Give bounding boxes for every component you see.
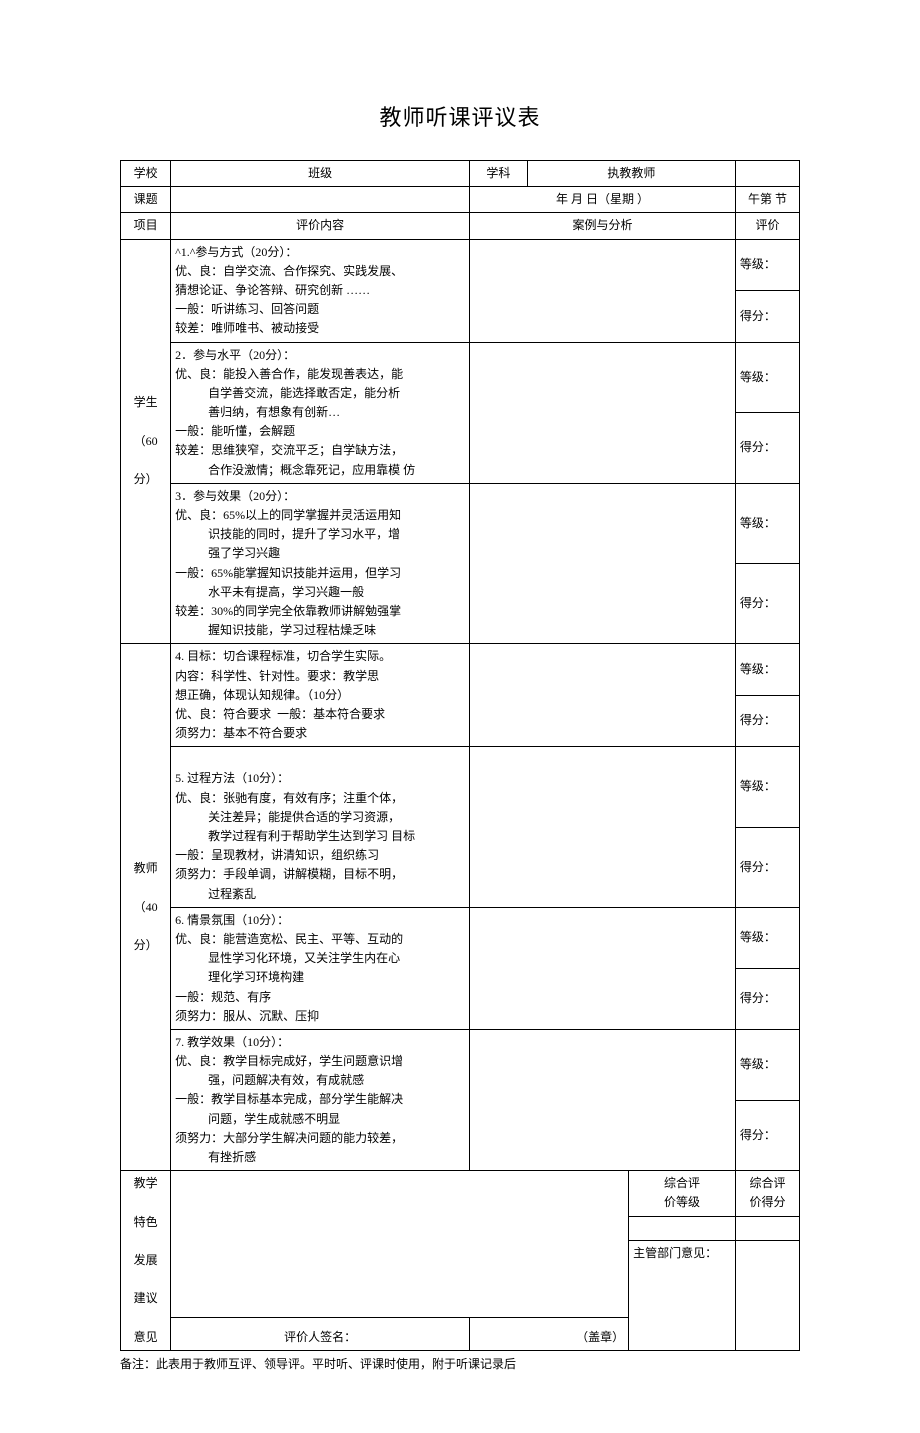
teacher-grade-2: 等级： xyxy=(735,747,799,827)
label-topic: 课题 xyxy=(121,187,171,213)
dept-blank xyxy=(735,1240,799,1350)
student-score-1: 得分： xyxy=(735,291,799,342)
student-score-3: 得分： xyxy=(735,564,799,644)
student-grade-2: 等级： xyxy=(735,342,799,413)
student-row-2a: 2．参与水平（20分）： 优、良：能投入善合作，能发现善表达，能 自学善交流，能… xyxy=(121,342,800,413)
overall-score-value xyxy=(735,1216,799,1240)
feature-content xyxy=(171,1171,629,1318)
teacher-grade-3: 等级： xyxy=(735,907,799,968)
label-item: 项目 xyxy=(121,213,171,239)
student-row-1a: 学生 （60 分） ^1.^参与方式（20分）： 优、良：自学交流、合作探究、实… xyxy=(121,239,800,290)
teacher-grade-4: 等级： xyxy=(735,1029,799,1100)
teacher-score-1: 得分： xyxy=(735,695,799,746)
teacher-row-1a: 教师 （40 分） 4. 目标：切合课程标准，切合学生实际。 内容：科学性、针对… xyxy=(121,644,800,695)
teacher-score-3: 得分： xyxy=(735,968,799,1029)
student-grade-3: 等级： xyxy=(735,483,799,563)
label-school: 学校 xyxy=(121,161,171,187)
header-row-3: 项目 评价内容 案例与分析 评价 xyxy=(121,213,800,239)
label-analysis: 案例与分析 xyxy=(470,213,736,239)
evaluation-table: 学校 班级 学科 执教教师 课题 年 月 日（星期 ） 午第 节 项目 评价内容… xyxy=(120,160,800,1351)
topic-blank xyxy=(171,187,470,213)
teacher-grade-1: 等级： xyxy=(735,644,799,695)
student-score-2: 得分： xyxy=(735,413,799,484)
teacher-score-2: 得分： xyxy=(735,827,799,907)
label-teacher: 执教教师 xyxy=(527,161,735,187)
feature-label: 教学 特色 发展 建议 意见 xyxy=(121,1171,171,1351)
footnote: 备注：此表用于教师互评、领导评。平时听、评课时使用，附于听课记录后 xyxy=(120,1355,800,1373)
student-analysis-3 xyxy=(470,483,736,644)
teacher-analysis-1 xyxy=(470,644,736,747)
overall-score-label: 综合评 价得分 xyxy=(735,1171,799,1216)
header-row-1: 学校 班级 学科 执教教师 xyxy=(121,161,800,187)
label-evaluation: 评价 xyxy=(735,213,799,239)
page-title: 教师听课评议表 xyxy=(120,100,800,132)
teacher-blank xyxy=(735,161,799,187)
stamp-label: （盖章） xyxy=(470,1317,629,1350)
dept-opinion: 主管部门意见： xyxy=(629,1240,736,1350)
teacher-content-2: 5. 过程方法（10分）： 优、良：张驰有度，有效有序；注重个体， 关注差异；能… xyxy=(171,747,470,908)
overall-grade-label: 综合评 价等级 xyxy=(629,1171,736,1216)
student-analysis-1 xyxy=(470,239,736,342)
signature-label: 评价人签名： xyxy=(171,1317,470,1350)
student-content-2: 2．参与水平（20分）： 优、良：能投入善合作，能发现善表达，能 自学善交流，能… xyxy=(171,342,470,483)
label-content: 评价内容 xyxy=(171,213,470,239)
overall-grade-value xyxy=(629,1216,736,1240)
teacher-content-3: 6. 情景氛围（10分）： 优、良：能营造宽松、民主、平等、互动的 显性学习化环… xyxy=(171,907,470,1029)
teacher-content-4: 7. 教学效果（10分）： 优、良：教学目标完成好，学生问题意识增 强，问题解决… xyxy=(171,1029,470,1170)
student-label: 学生 （60 分） xyxy=(121,239,171,644)
label-period: 午第 节 xyxy=(735,187,799,213)
teacher-row-4a: 7. 教学效果（10分）： 优、良：教学目标完成好，学生问题意识增 强，问题解决… xyxy=(121,1029,800,1100)
header-row-2: 课题 年 月 日（星期 ） 午第 节 xyxy=(121,187,800,213)
teacher-score-4: 得分： xyxy=(735,1100,799,1171)
label-date: 年 月 日（星期 ） xyxy=(470,187,736,213)
student-analysis-2 xyxy=(470,342,736,483)
teacher-analysis-4 xyxy=(470,1029,736,1170)
teacher-content-1: 4. 目标：切合课程标准，切合学生实际。 内容：科学性、针对性。要求：教学思 想… xyxy=(171,644,470,747)
student-content-3: 3．参与效果（20分）： 优、良：65%以上的同学掌握并灵活运用知 识技能的同时… xyxy=(171,483,470,644)
teacher-analysis-3 xyxy=(470,907,736,1029)
student-row-3a: 3．参与效果（20分）： 优、良：65%以上的同学掌握并灵活运用知 识技能的同时… xyxy=(121,483,800,563)
teacher-row-3a: 6. 情景氛围（10分）： 优、良：能营造宽松、民主、平等、互动的 显性学习化环… xyxy=(121,907,800,968)
footer-row-1: 教学 特色 发展 建议 意见 综合评 价等级 综合评 价得分 xyxy=(121,1171,800,1216)
teacher-analysis-2 xyxy=(470,747,736,908)
student-grade-1: 等级： xyxy=(735,239,799,290)
student-content-1: ^1.^参与方式（20分）： 优、良：自学交流、合作探究、实践发展、 猜想论证、… xyxy=(171,239,470,342)
teacher-label: 教师 （40 分） xyxy=(121,644,171,1171)
teacher-row-2a: 5. 过程方法（10分）： 优、良：张驰有度，有效有序；注重个体， 关注差异；能… xyxy=(121,747,800,827)
label-class: 班级 xyxy=(171,161,470,187)
label-subject: 学科 xyxy=(470,161,528,187)
